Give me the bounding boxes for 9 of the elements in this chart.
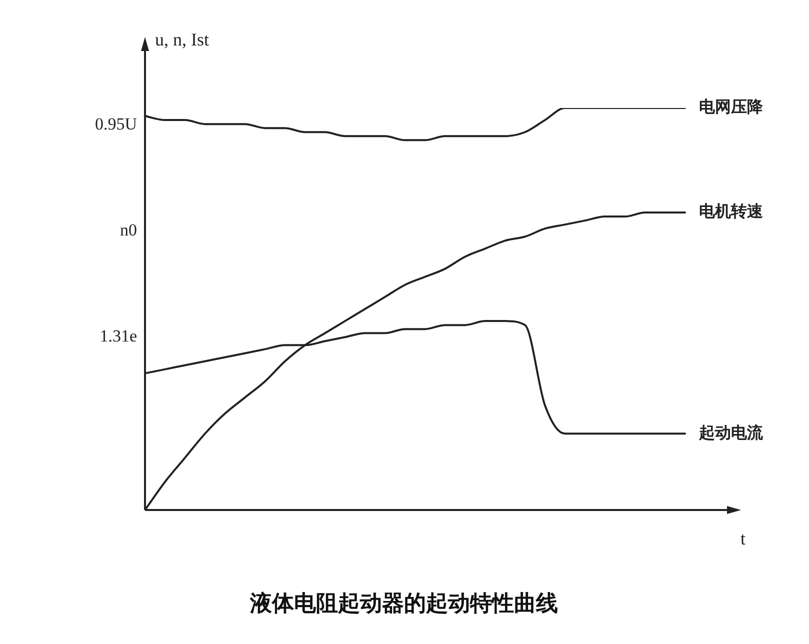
annotation: n0 [120, 220, 137, 240]
annotation: 0.95U [94, 114, 137, 134]
y-axis-title: u, n, Ist [155, 30, 209, 50]
series-label: 起动电流 [698, 422, 764, 442]
series-label: 电网压降 [699, 98, 764, 116]
text: 液体电阻起动器的起动特性曲线 [249, 590, 558, 616]
series-label: 电机转速 [699, 202, 764, 221]
x-axis-title: t [740, 528, 746, 549]
annotation: 1.31e [100, 326, 137, 346]
